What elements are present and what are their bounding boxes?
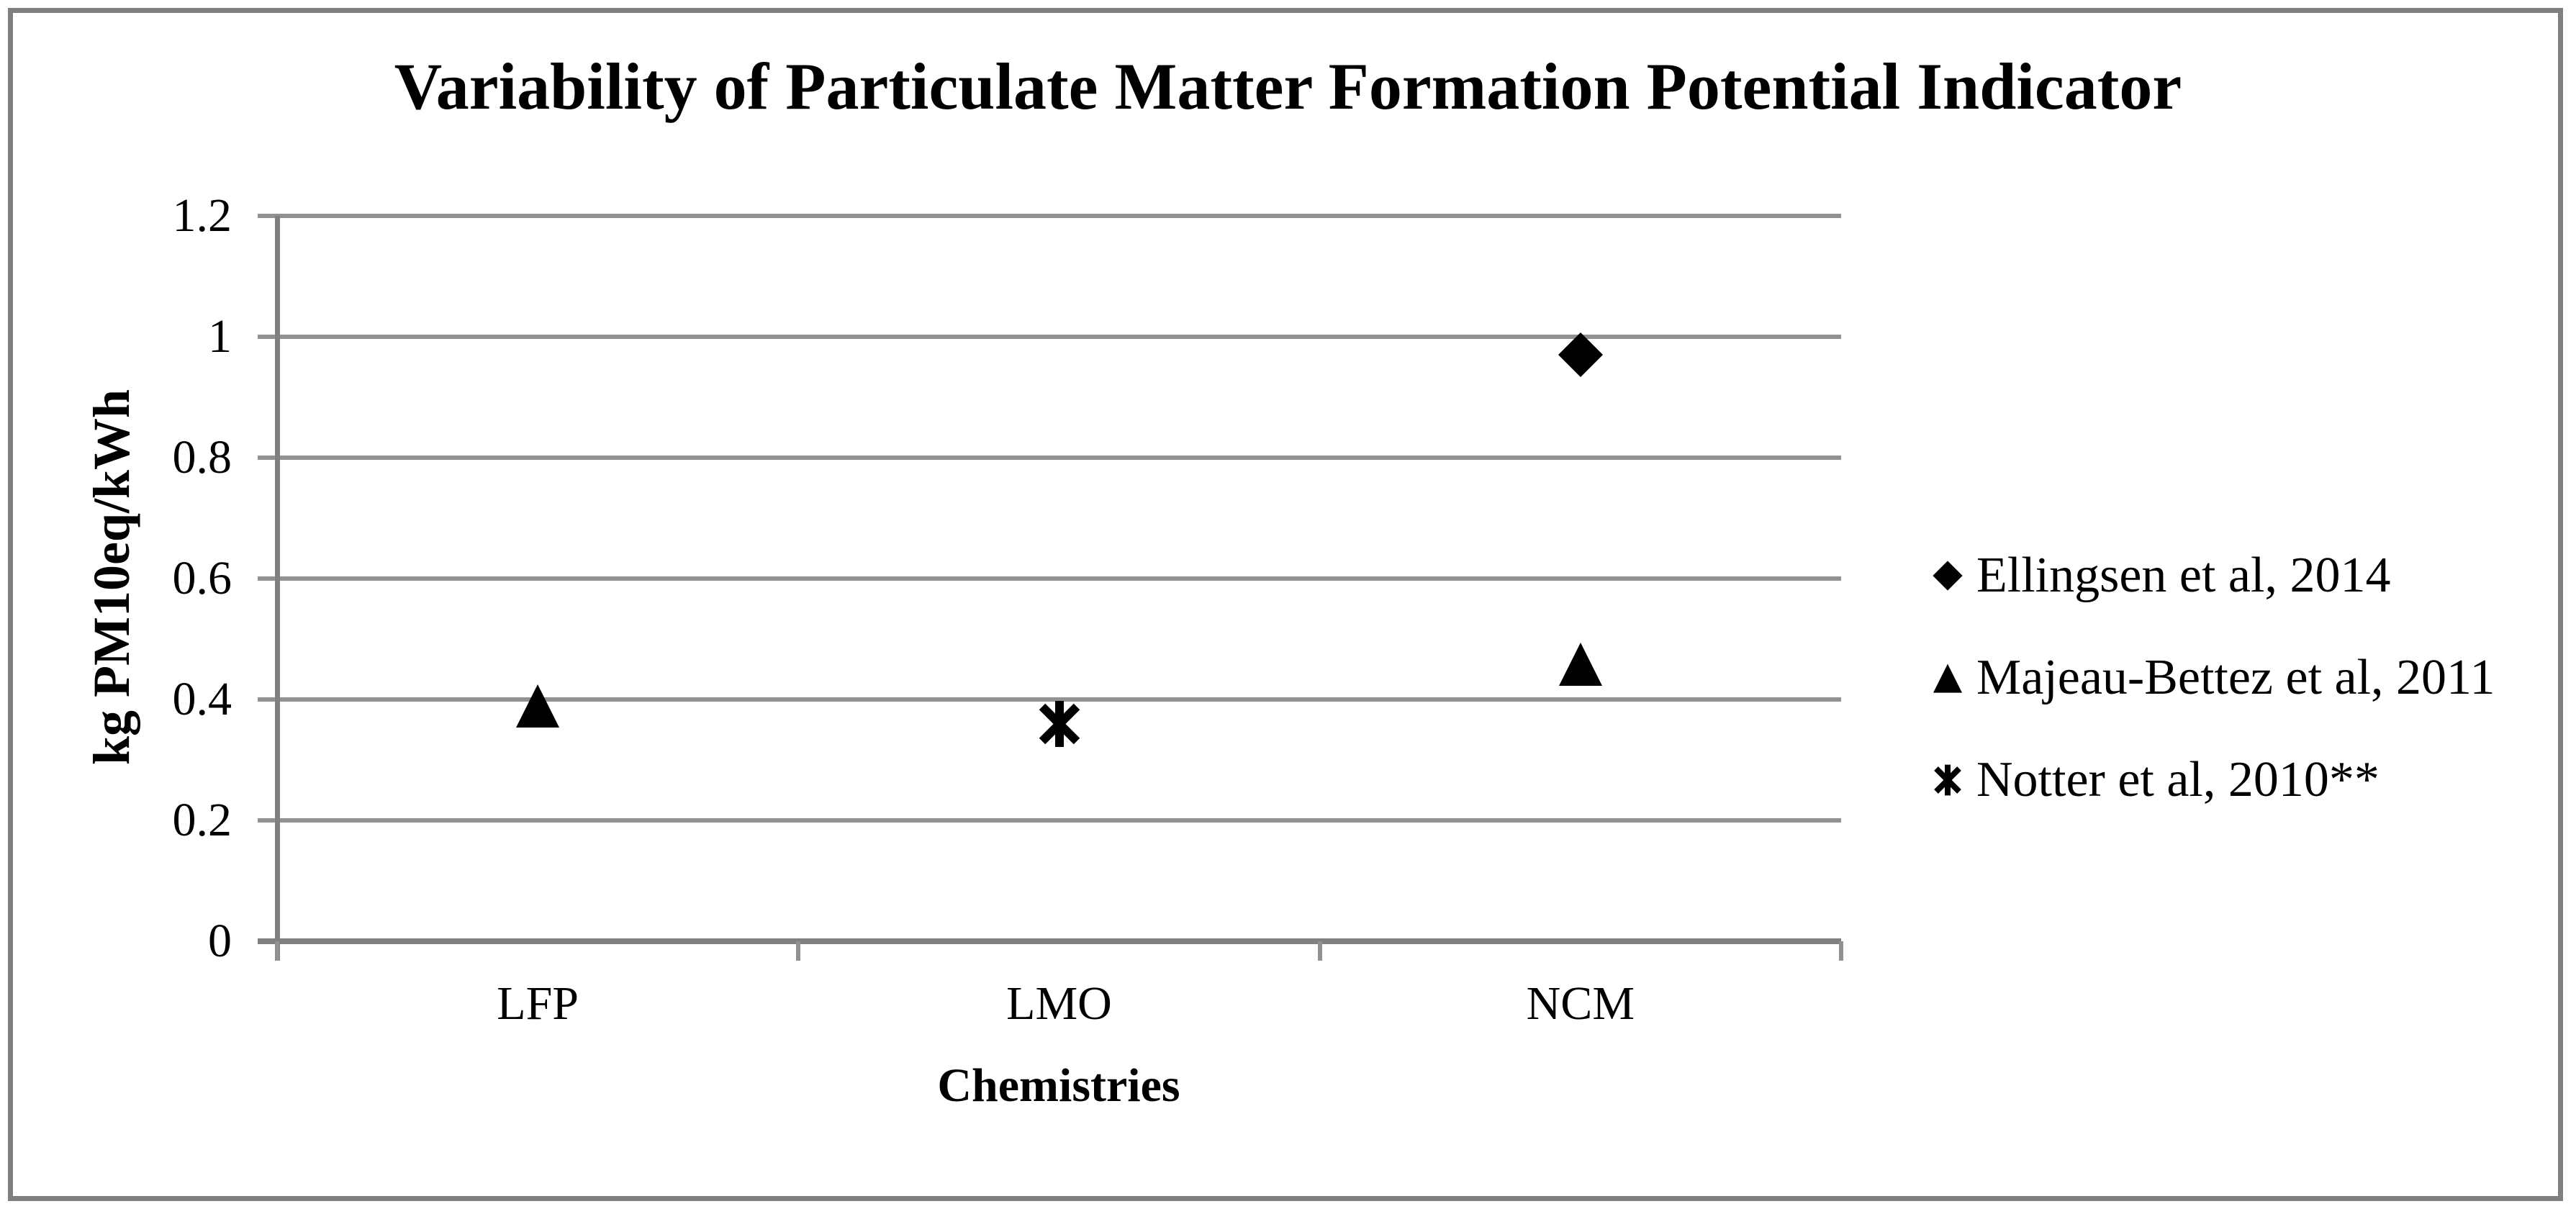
y-tick-label: 1 (208, 310, 232, 363)
x-tick (275, 941, 279, 961)
diamond-icon (1558, 332, 1603, 378)
y-tick (258, 818, 277, 823)
gridline (277, 335, 1841, 339)
data-marker-diamond (1557, 331, 1604, 379)
legend-star-icon (1934, 764, 1961, 796)
y-tick-label: 0.2 (172, 794, 232, 846)
legend-diamond-icon (1933, 561, 1963, 591)
y-tick (258, 456, 277, 460)
gridline (277, 456, 1841, 460)
data-marker-triangle (514, 681, 561, 729)
chart-border (8, 8, 2563, 1201)
x-tick (1839, 941, 1843, 961)
chart-title: Variability of Particulate Matter Format… (394, 50, 2182, 123)
gridline (277, 697, 1841, 702)
legend-item: Notter et al, 2010** (1932, 754, 2380, 806)
legend-label: Majeau-Bettez et al, 2011 (1976, 650, 2495, 705)
x-tick-label: NCM (1526, 977, 1635, 1030)
gridline (277, 818, 1841, 823)
legend-label: Notter et al, 2010** (1976, 752, 2380, 807)
y-axis-line (275, 216, 280, 961)
x-tick (1317, 941, 1322, 961)
data-marker-star (1036, 700, 1083, 748)
x-tick (796, 941, 801, 961)
gridline (277, 214, 1841, 218)
y-tick-label: 0.6 (172, 552, 232, 604)
legend-triangle-icon (1933, 663, 1962, 693)
legend-label: Ellingsen et al, 2014 (1976, 548, 2391, 603)
star-icon (1039, 700, 1080, 747)
x-tick-label: LMO (1006, 977, 1112, 1030)
y-tick (258, 576, 277, 581)
y-tick-label: 0.4 (172, 673, 232, 725)
x-axis-line (258, 938, 1841, 944)
x-tick-label: LFP (497, 977, 579, 1030)
legend-item: Majeau-Bettez et al, 2011 (1932, 652, 2495, 704)
triangle-icon (1558, 642, 1602, 686)
y-tick-label: 0.8 (172, 431, 232, 484)
y-tick (258, 335, 277, 339)
y-tick (258, 697, 277, 702)
y-tick-label: 1.2 (172, 189, 232, 242)
y-tick (258, 214, 277, 218)
legend-item: Ellingsen et al, 2014 (1932, 550, 2390, 602)
gridline (277, 576, 1841, 581)
triangle-icon (516, 684, 560, 728)
data-marker-triangle (1557, 640, 1604, 687)
x-axis-title: Chemistries (937, 1059, 1180, 1112)
y-tick-label: 0 (208, 915, 232, 967)
